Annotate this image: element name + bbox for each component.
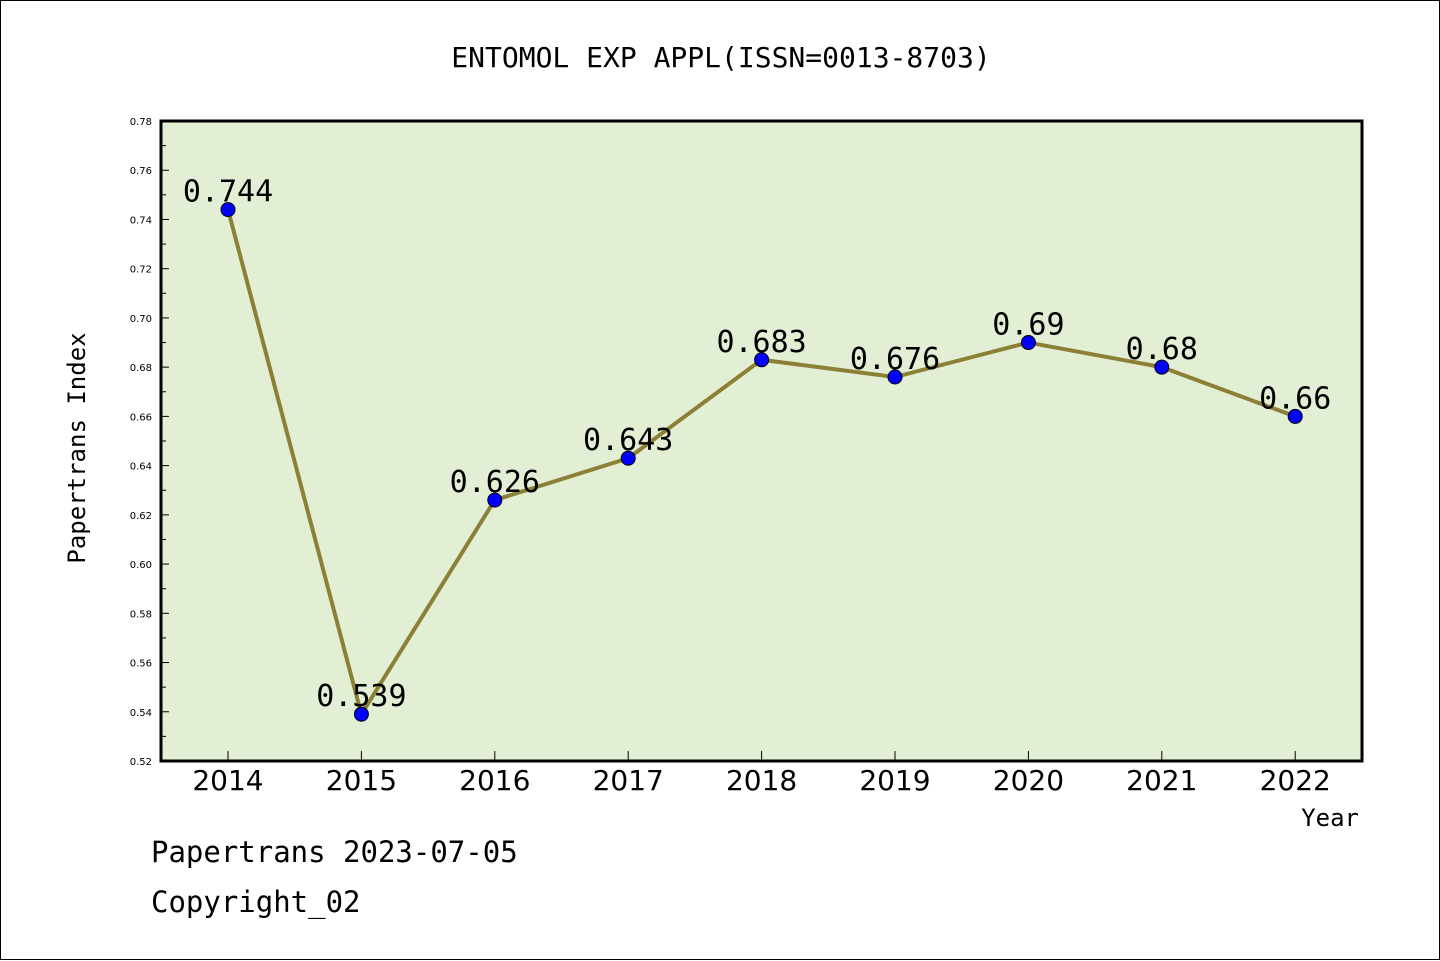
y-tick-label: 0.56 <box>130 659 152 670</box>
x-tick-label: 2015 <box>326 764 397 797</box>
data-point <box>220 202 236 218</box>
footer-date: Papertrans 2023-07-05 <box>151 835 518 869</box>
data-point <box>754 352 770 368</box>
data-point <box>353 706 369 722</box>
data-point <box>887 369 903 385</box>
y-tick-label: 0.64 <box>130 462 152 473</box>
data-label: 0.626 <box>450 465 540 500</box>
data-label: 0.643 <box>583 423 673 458</box>
data-point <box>487 492 503 508</box>
y-tick-label: 0.54 <box>130 708 152 719</box>
y-tick-label: 0.68 <box>130 363 152 374</box>
x-axis: 2014 2015 2016 2017 2018 2019 2020 2021 2022 <box>192 751 1331 797</box>
y-tick-label: 0.66 <box>130 412 152 423</box>
data-label: 0.683 <box>716 325 806 360</box>
x-tick-label: 2022 <box>1260 764 1331 797</box>
x-tick-label: 2014 <box>192 764 263 797</box>
series-layer: 0.744 0.539 0.626 0.643 0.683 0.676 0.69 0.68 0.… <box>183 175 1331 722</box>
y-tick-label: 0.52 <box>130 757 152 768</box>
footer-copyright: Copyright_02 <box>151 885 361 919</box>
y-axis: 0.52 0.54 0.56 0.58 0.60 0.62 0.64 0.66 0.68 0.70… <box>130 117 169 768</box>
x-tick-label: 2016 <box>459 764 530 797</box>
y-axis-label: Papertrans Index <box>63 332 91 563</box>
x-tick-label: 2017 <box>593 764 664 797</box>
x-tick-label: 2019 <box>859 764 930 797</box>
y-tick-label: 0.58 <box>130 609 152 620</box>
y-tick-label: 0.70 <box>130 314 152 325</box>
plot-area <box>159 119 1364 763</box>
data-point <box>620 450 636 466</box>
x-axis-label: Year <box>1301 804 1359 832</box>
data-point <box>1020 335 1036 351</box>
chart-title: ENTOMOL EXP APPL(ISSN=0013-8703) <box>451 41 990 74</box>
y-tick-label: 0.62 <box>130 511 152 522</box>
x-tick-label: 2020 <box>993 764 1064 797</box>
data-point <box>1154 359 1170 375</box>
y-tick-label: 0.74 <box>130 215 152 226</box>
x-tick-label: 2018 <box>726 764 797 797</box>
data-label: 0.69 <box>992 308 1064 343</box>
data-label: 0.66 <box>1259 381 1331 416</box>
data-point <box>1287 408 1303 424</box>
data-label: 0.68 <box>1126 332 1198 367</box>
y-tick-label: 0.60 <box>130 560 152 571</box>
data-label: 0.744 <box>183 175 273 210</box>
y-tick-label: 0.76 <box>130 166 152 177</box>
y-tick-label: 0.72 <box>130 265 152 276</box>
y-tick-label: 0.78 <box>130 117 152 128</box>
x-tick-label: 2021 <box>1126 764 1197 797</box>
data-label: 0.539 <box>316 679 406 714</box>
data-label: 0.676 <box>850 342 940 377</box>
